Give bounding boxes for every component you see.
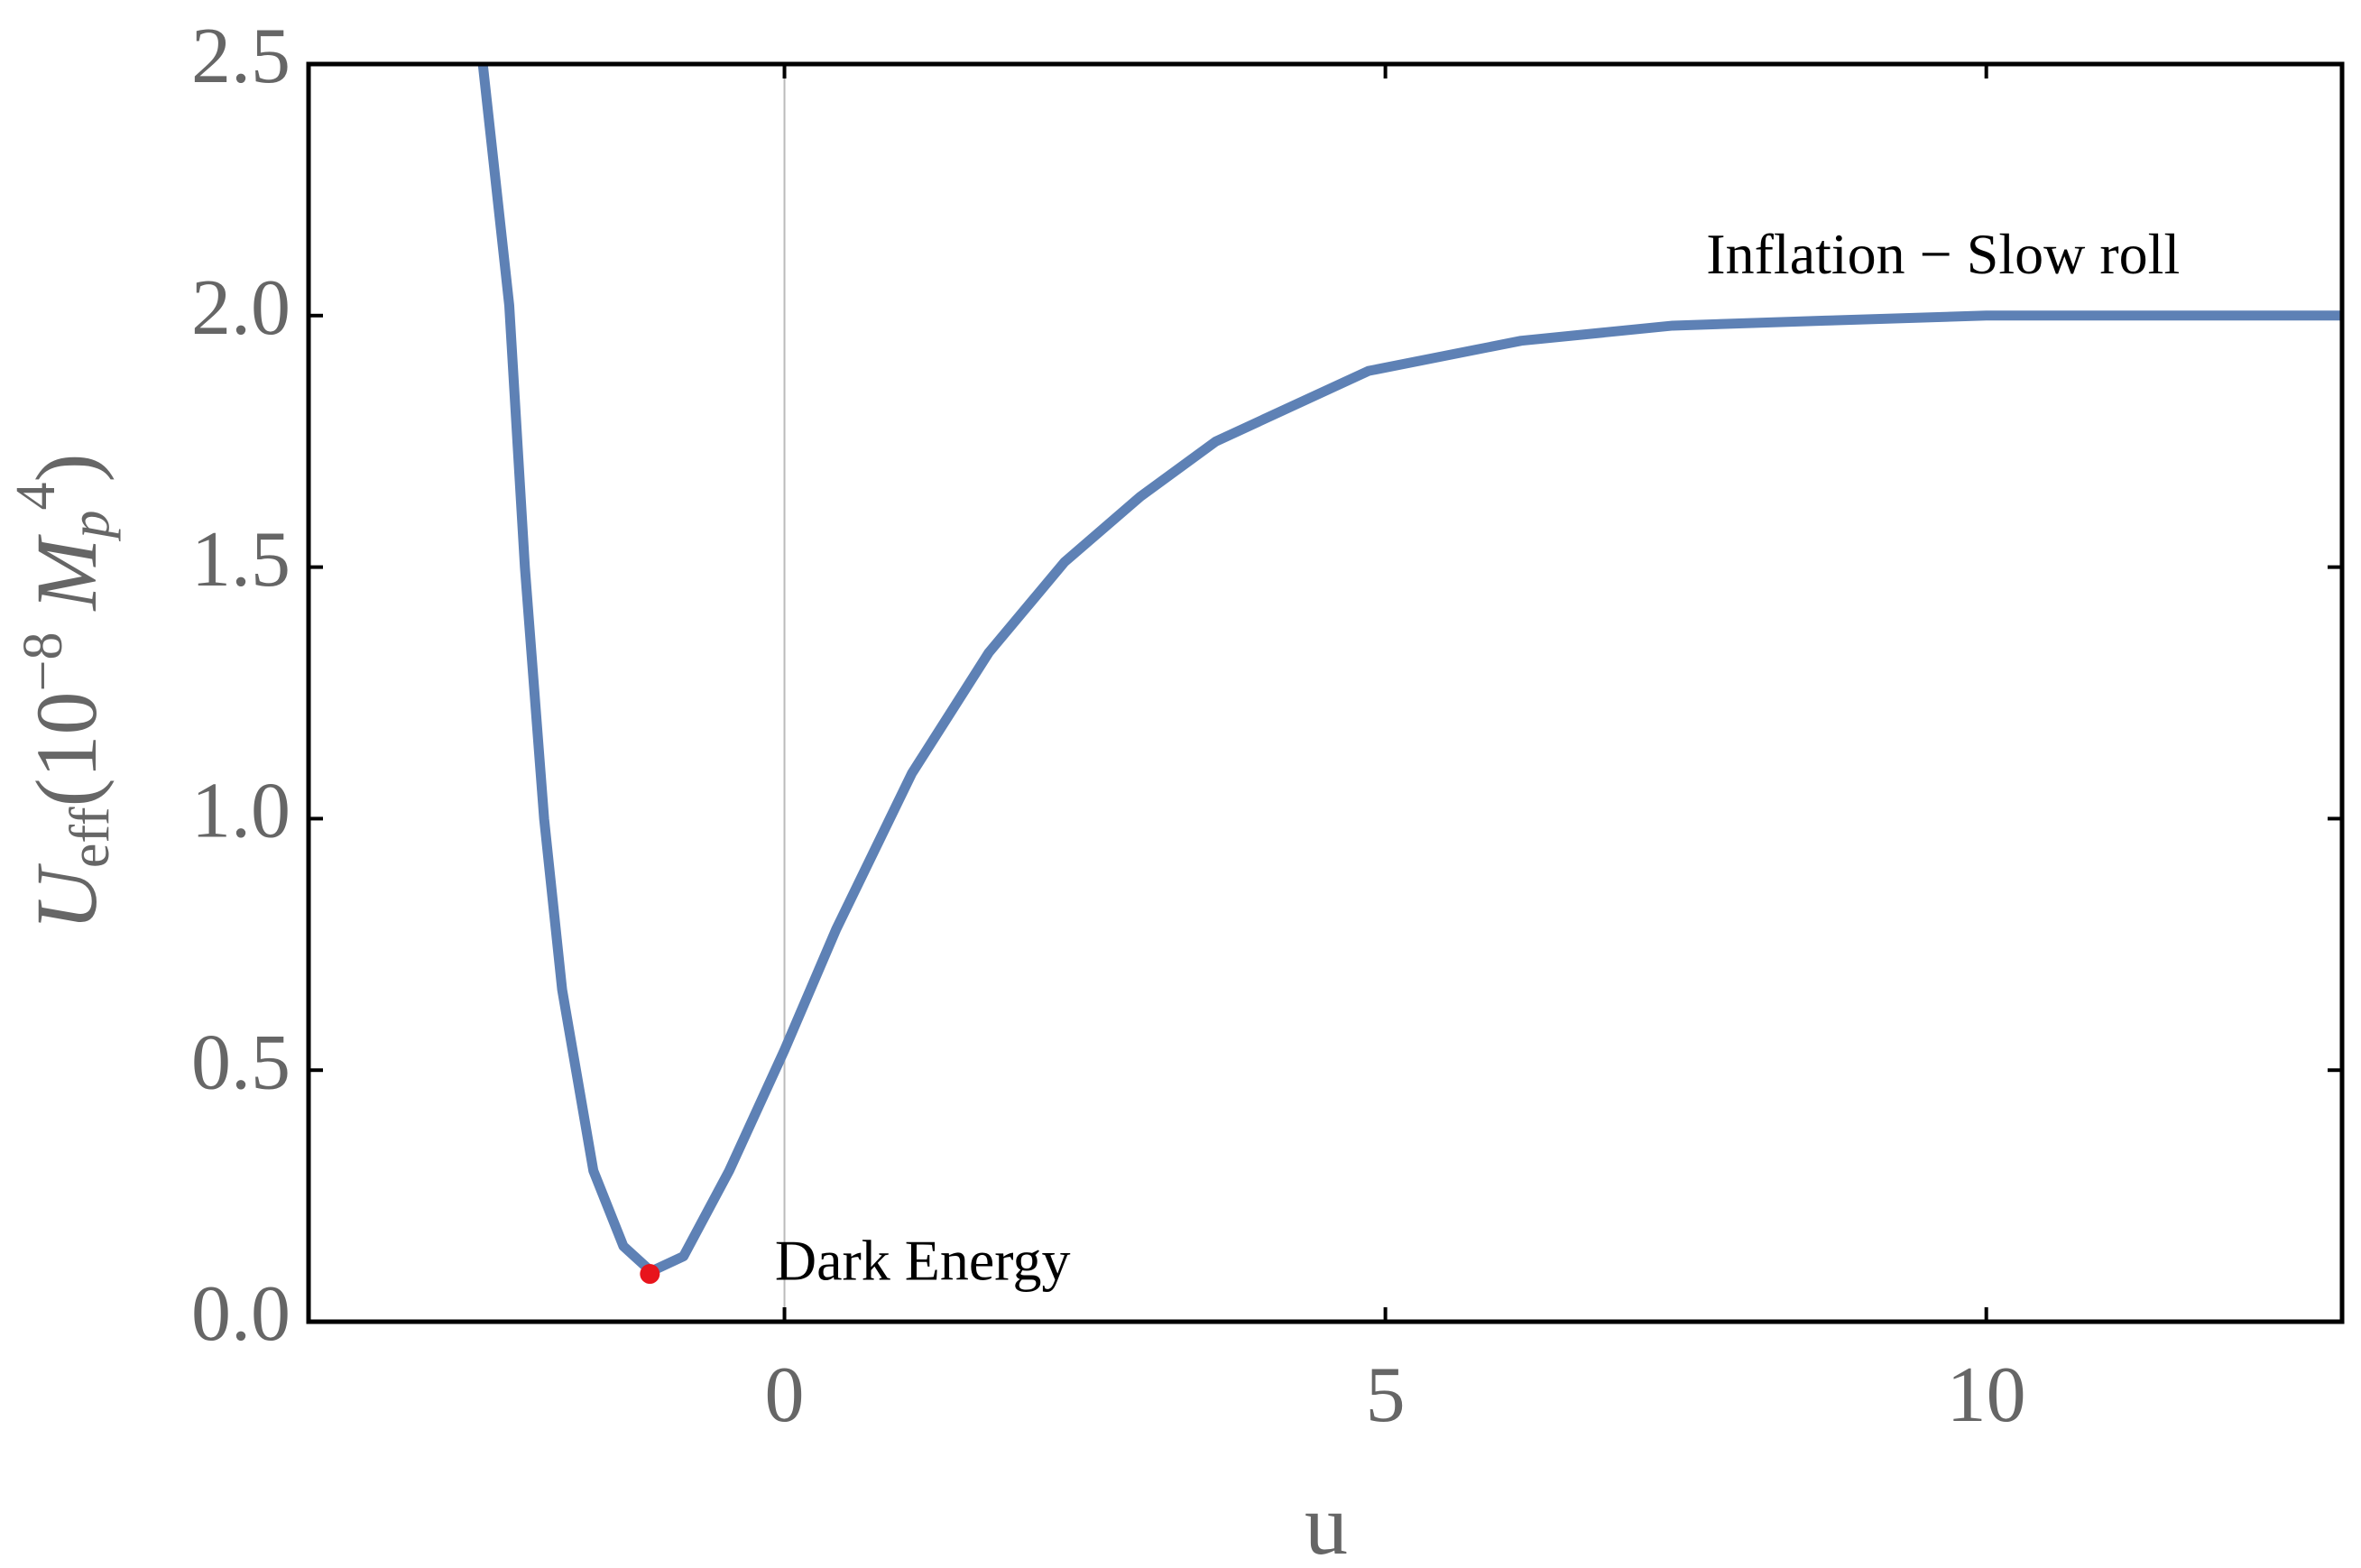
annotation: Dark Energy	[775, 1228, 1071, 1292]
y-tick-label: 1.0	[191, 768, 291, 855]
y-axis-label-part: M	[18, 533, 115, 632]
x-tick-label: 0	[765, 1351, 805, 1439]
y-axis-label-part: eff	[60, 807, 121, 868]
data-line	[477, 64, 2342, 1277]
y-axis-label-part: (10	[18, 691, 115, 807]
y-axis-label-part: 4	[5, 483, 67, 511]
y-axis-label-part: −8	[13, 632, 74, 691]
y-tick-label: 0.0	[191, 1270, 291, 1358]
annotation: Inflation − Slow roll	[1706, 222, 2180, 286]
y-tick-label: 1.5	[191, 516, 291, 604]
y-axis-label-part: )	[18, 454, 115, 483]
plot-frame	[306, 61, 2345, 1324]
y-axis-label-part: p	[60, 511, 121, 542]
x-tick-label: 5	[1366, 1351, 1406, 1439]
y-tick-label: 2.5	[191, 13, 291, 100]
x-axis-label: u	[1305, 1476, 1348, 1568]
point	[640, 1264, 660, 1285]
y-tick-label: 0.5	[191, 1019, 291, 1106]
y-axis-label: Ueff(10−8 Mp4)	[5, 454, 121, 931]
y-tick-label: 2.0	[191, 264, 291, 352]
y-axis-label-part: U	[18, 862, 115, 930]
x-tick-label: 10	[1947, 1351, 2026, 1439]
